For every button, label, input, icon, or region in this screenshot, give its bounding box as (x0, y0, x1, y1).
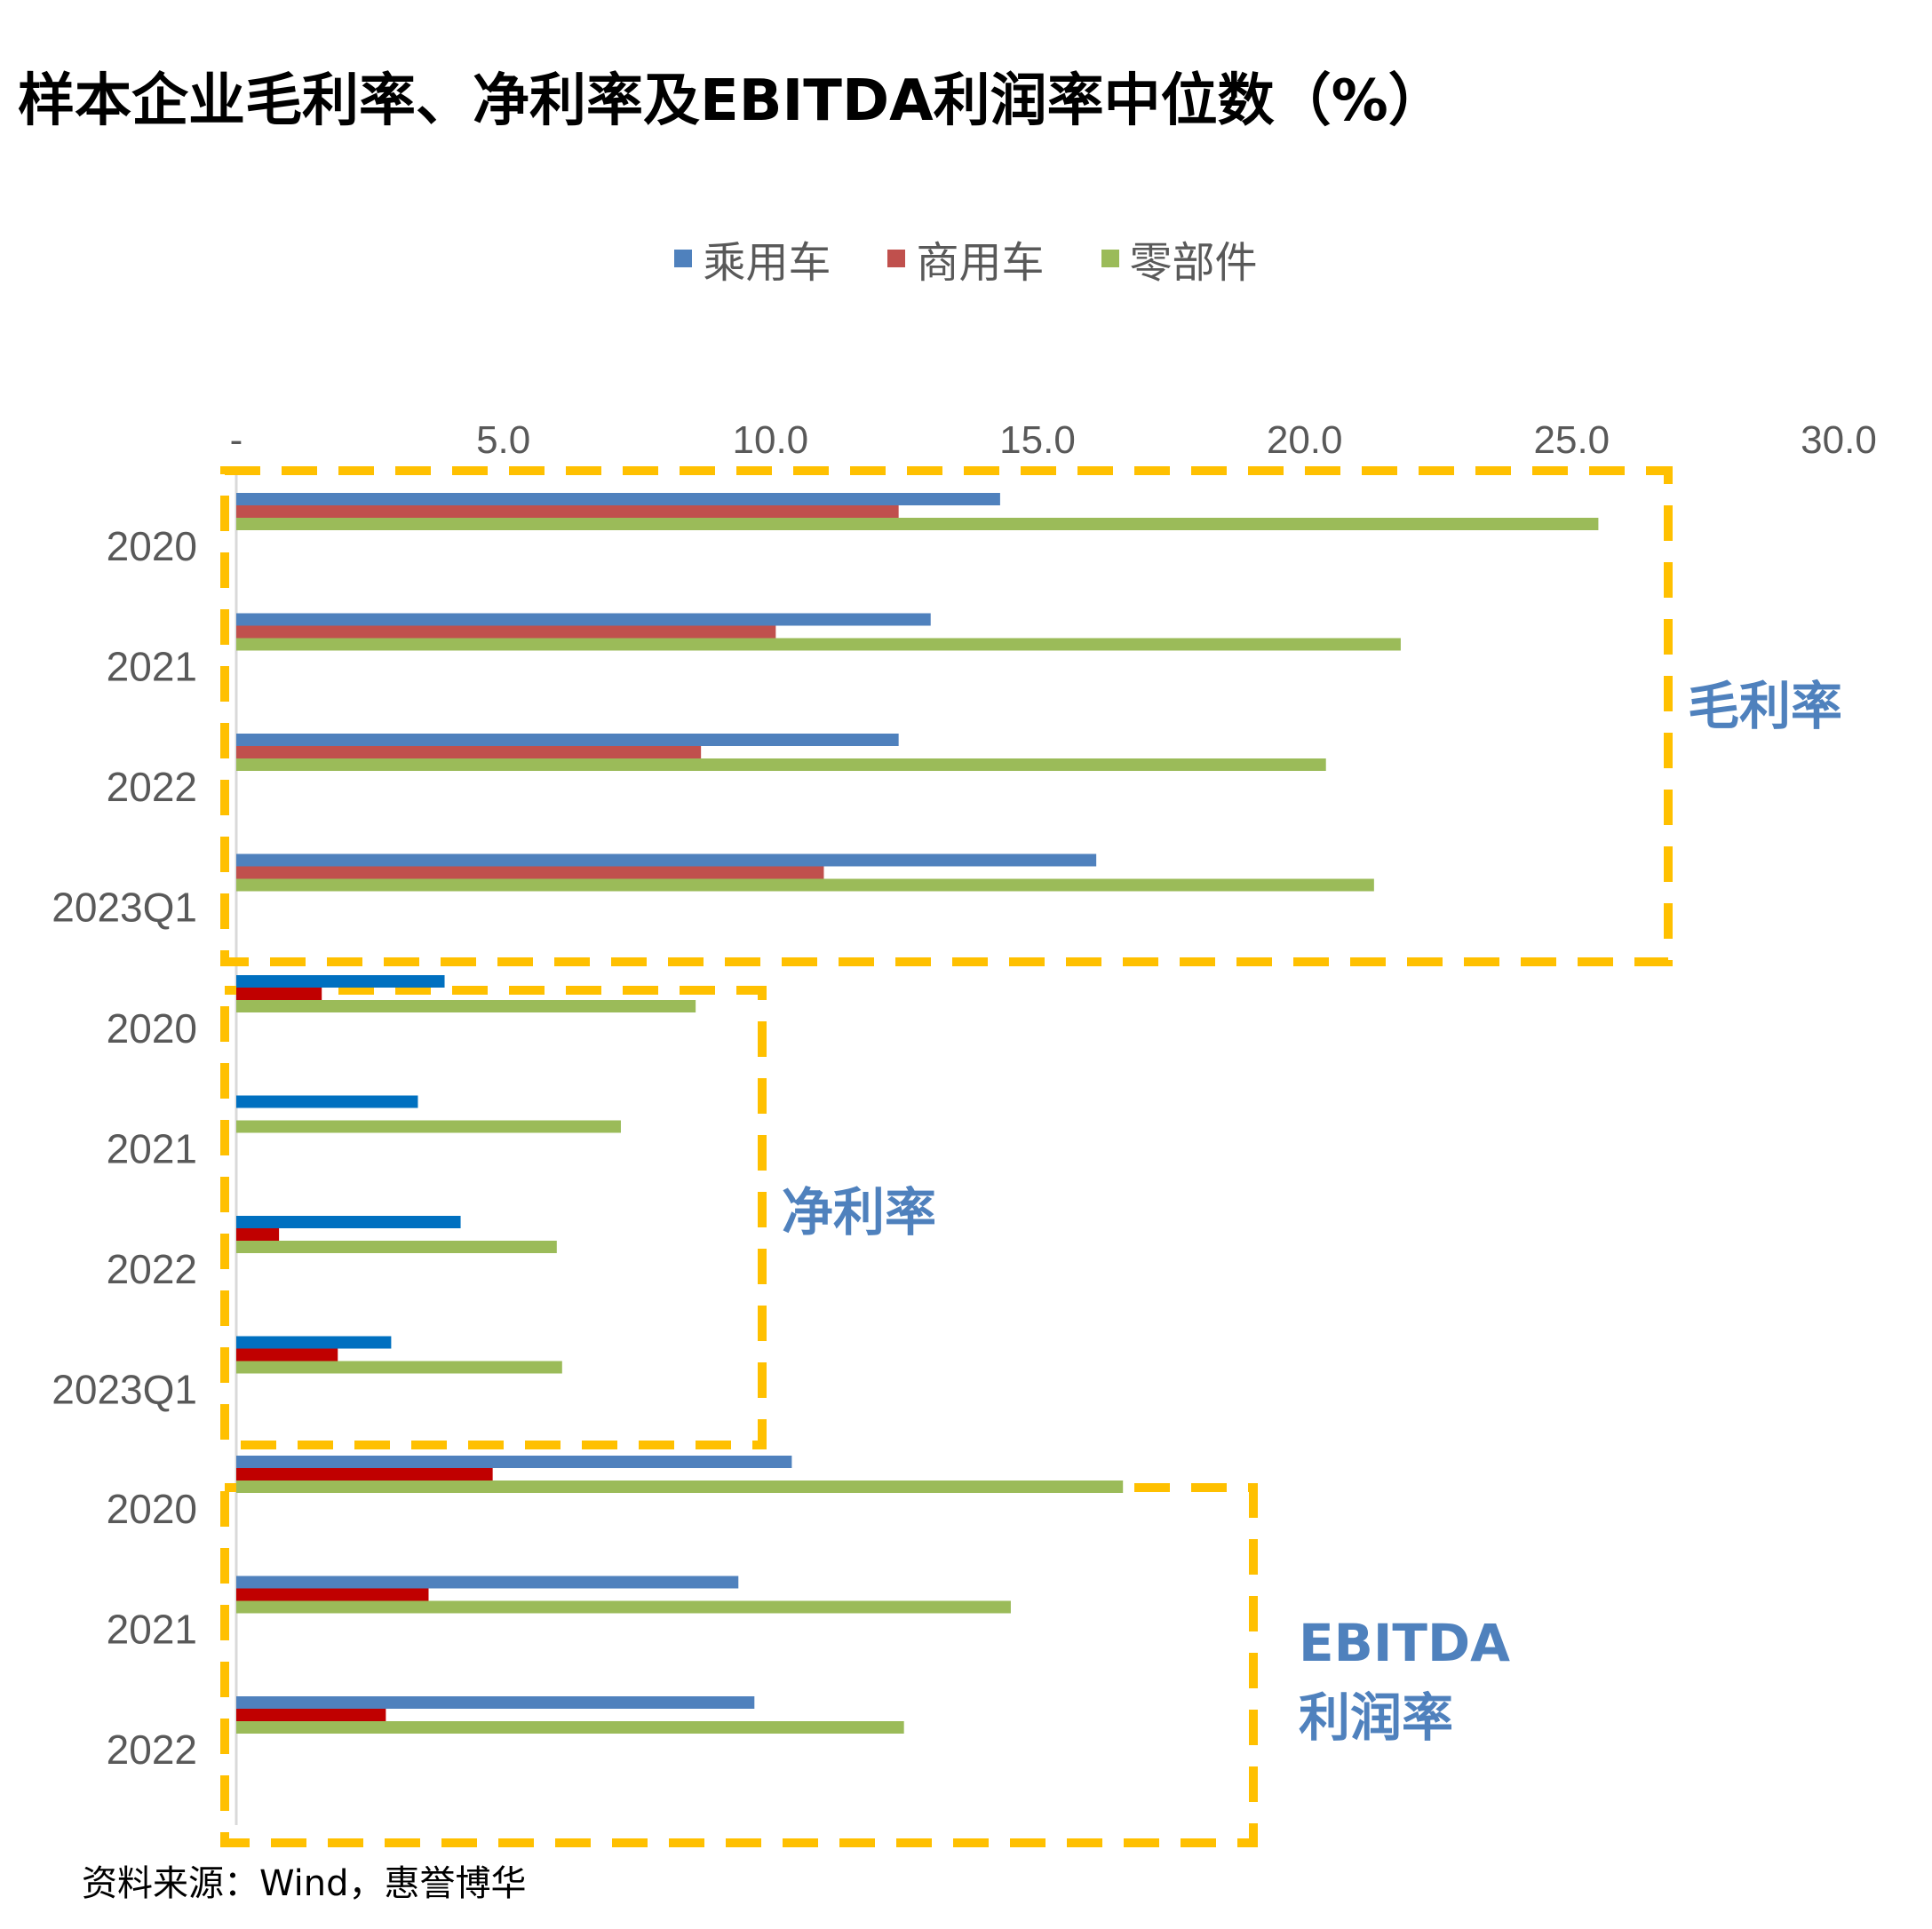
bar (236, 1721, 904, 1734)
bar (236, 1336, 392, 1349)
bar (236, 1576, 739, 1589)
legend-item-parts: 零部件 (1101, 227, 1258, 290)
group-box (220, 1483, 1258, 1847)
bar (236, 625, 776, 639)
bar (236, 1348, 338, 1361)
bar (236, 1480, 1124, 1493)
category-label: 2023Q1 (52, 885, 197, 931)
bar (236, 1709, 386, 1721)
bar (236, 1468, 493, 1480)
bar (236, 505, 899, 518)
group-label: 净利率 (782, 1182, 936, 1242)
category-label: 2023Q1 (52, 1367, 197, 1413)
category-label: 2021 (107, 644, 197, 690)
bar (236, 1241, 557, 1253)
bar (236, 975, 445, 988)
category-label: 2020 (107, 523, 197, 569)
bar (236, 734, 899, 746)
category-label: 2022 (107, 1246, 197, 1292)
bar (236, 613, 931, 626)
category-label: 2021 (107, 1607, 197, 1653)
legend-swatch-commercial (887, 250, 906, 267)
bar (236, 758, 1326, 771)
legend-item-commercial: 商用车 (887, 227, 1045, 290)
legend-label-passenger: 乘用车 (703, 238, 831, 288)
bar (236, 1228, 280, 1241)
bar (236, 853, 1097, 867)
bar (236, 1000, 696, 1012)
category-label: 2021 (107, 1126, 197, 1172)
x-tick-label: - (230, 418, 243, 462)
bar (236, 1361, 562, 1374)
legend-label-parts: 零部件 (1129, 238, 1258, 288)
x-tick-label: 10.0 (733, 418, 809, 462)
bar (236, 746, 702, 758)
x-tick-label: 25.0 (1534, 418, 1610, 462)
bar (236, 878, 1374, 892)
bar (236, 988, 322, 1000)
bar (236, 1600, 1011, 1614)
bar (236, 638, 1401, 651)
category-label: 2022 (107, 1727, 197, 1773)
legend-swatch-passenger (674, 250, 693, 267)
x-tick-label: 15.0 (999, 418, 1076, 462)
legend: 乘用车 商用车 零部件 (0, 227, 1932, 290)
group-label: EBITDA (1299, 1613, 1510, 1673)
group-label: 利润率 (1299, 1687, 1453, 1748)
legend-item-passenger: 乘用车 (674, 227, 831, 290)
x-tick-label: 30.0 (1801, 418, 1877, 462)
x-tick-label: 5.0 (476, 418, 530, 462)
source-note: 资料来源：Wind，惠誉博华 (82, 1863, 527, 1904)
chart-title: 样本企业毛利率、净利率及EBITDA利润率中位数（%） (18, 68, 1445, 134)
bar (236, 866, 824, 879)
bar (236, 1095, 418, 1108)
bar (236, 518, 1599, 530)
bar (236, 493, 1000, 505)
legend-label-commercial: 商用车 (916, 238, 1045, 288)
bar (236, 1216, 461, 1228)
group-label: 毛利率 (1688, 676, 1842, 736)
legend-swatch-parts (1101, 250, 1119, 267)
category-label: 2020 (107, 1005, 197, 1052)
bar (236, 1456, 792, 1468)
category-label: 2022 (107, 764, 197, 810)
bar (236, 1588, 429, 1601)
x-tick-label: 20.0 (1267, 418, 1343, 462)
bar (236, 1696, 755, 1709)
category-label: 2020 (107, 1486, 197, 1532)
group-box (220, 986, 767, 1449)
bar (236, 1120, 621, 1133)
